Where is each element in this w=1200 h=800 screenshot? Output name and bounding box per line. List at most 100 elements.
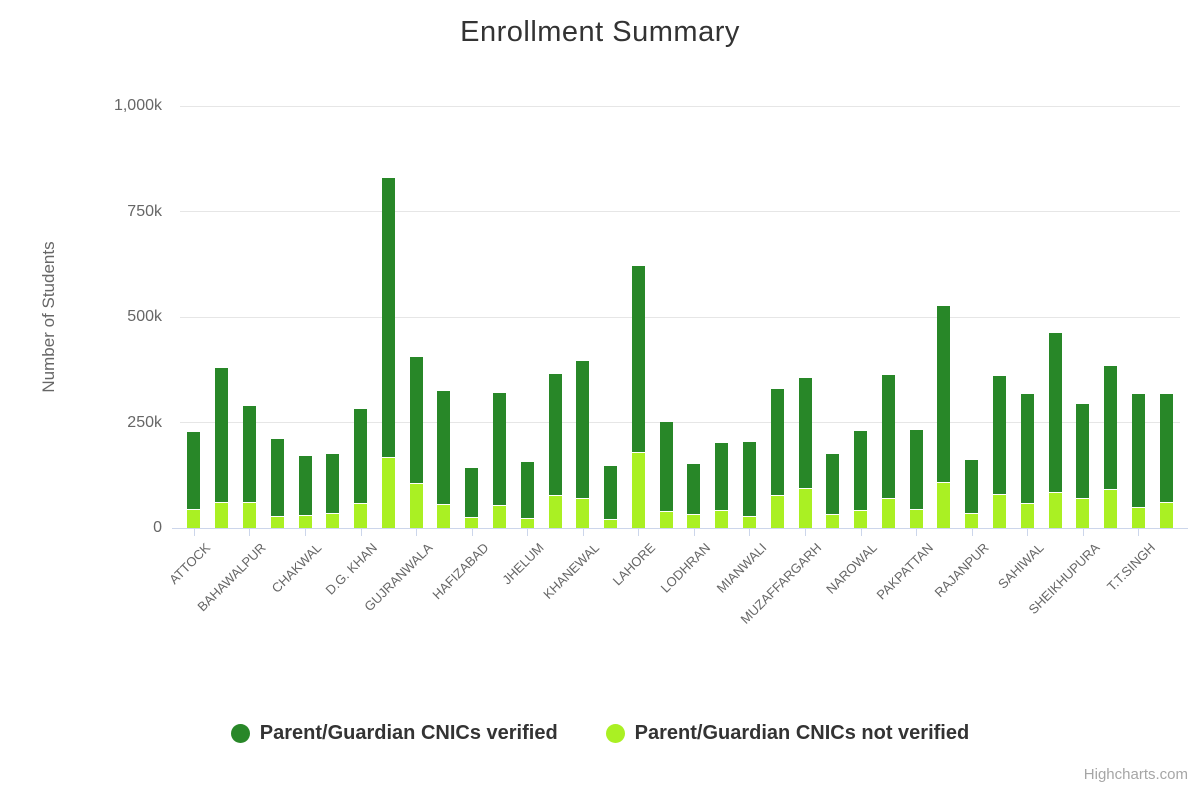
bar-segment-not-verified[interactable] <box>520 519 534 528</box>
y-axis-tick-label: 1,000k <box>113 97 162 114</box>
x-axis-tick <box>582 528 584 536</box>
bar-segment-not-verified[interactable] <box>770 496 784 528</box>
legend-item-not-verified[interactable]: Parent/Guardian CNICs not verified <box>605 722 970 745</box>
x-axis-label: RAJANPUR <box>931 540 992 601</box>
bar-segment-verified[interactable] <box>187 432 201 510</box>
bar-segment-verified[interactable] <box>770 389 784 496</box>
bar-segment-not-verified[interactable] <box>1131 508 1145 528</box>
bar-column <box>687 464 701 528</box>
bar-column <box>742 442 756 528</box>
bar-segment-verified[interactable] <box>826 454 840 515</box>
bar-segment-verified[interactable] <box>270 439 284 517</box>
bar-segment-not-verified[interactable] <box>437 505 451 528</box>
bar-segment-verified[interactable] <box>1076 404 1090 499</box>
bar-column <box>1131 394 1145 528</box>
bar-segment-not-verified[interactable] <box>798 489 812 528</box>
bar-segment-not-verified[interactable] <box>631 453 645 528</box>
bar-segment-not-verified[interactable] <box>298 516 312 528</box>
bar-segment-not-verified[interactable] <box>326 514 340 528</box>
bar-segment-verified[interactable] <box>854 431 868 511</box>
bar-segment-verified[interactable] <box>1104 366 1118 490</box>
bar-segment-verified[interactable] <box>631 266 645 453</box>
bar-segment-verified[interactable] <box>520 462 534 519</box>
bar-segment-verified[interactable] <box>409 357 423 484</box>
bar-segment-not-verified[interactable] <box>937 483 951 528</box>
bar-segment-not-verified[interactable] <box>992 495 1006 528</box>
bar-segment-verified[interactable] <box>437 391 451 505</box>
bar-segment-not-verified[interactable] <box>826 515 840 528</box>
bar-segment-verified[interactable] <box>909 430 923 510</box>
x-axis-tick <box>249 528 251 536</box>
legend-label-not-verified: Parent/Guardian CNICs not verified <box>634 722 970 744</box>
bar-segment-not-verified[interactable] <box>854 511 868 528</box>
bar-segment-not-verified[interactable] <box>715 511 729 528</box>
bar-segment-not-verified[interactable] <box>548 496 562 528</box>
bar-segment-verified[interactable] <box>992 376 1006 495</box>
bar-segment-not-verified[interactable] <box>215 503 229 528</box>
bar-segment-verified[interactable] <box>715 443 729 511</box>
bar-segment-not-verified[interactable] <box>465 518 479 528</box>
legend-item-verified[interactable]: Parent/Guardian CNICs verified <box>230 722 558 745</box>
bar-column <box>465 468 479 528</box>
bar-segment-verified[interactable] <box>576 361 590 499</box>
bar-column <box>1104 366 1118 528</box>
bar-column <box>437 391 451 528</box>
bar-segment-verified[interactable] <box>354 409 368 504</box>
bar-segment-verified[interactable] <box>1131 394 1145 508</box>
bar-segment-verified[interactable] <box>492 393 506 506</box>
x-axis-tick <box>693 528 695 536</box>
bar-segment-not-verified[interactable] <box>381 458 395 528</box>
x-axis-tick <box>916 528 918 536</box>
bar-segment-not-verified[interactable] <box>270 517 284 528</box>
bar-segment-not-verified[interactable] <box>242 503 256 528</box>
bar-segment-verified[interactable] <box>1020 394 1034 504</box>
bar-segment-verified[interactable] <box>298 456 312 516</box>
bar-segment-not-verified[interactable] <box>687 515 701 528</box>
bar-segment-verified[interactable] <box>1048 333 1062 493</box>
bar-segment-verified[interactable] <box>242 406 256 503</box>
bar-segment-not-verified[interactable] <box>409 484 423 528</box>
bar-segment-verified[interactable] <box>215 368 229 503</box>
x-axis-label: HAFIZABAD <box>429 540 492 603</box>
x-axis-label: ATTOCK <box>166 540 214 588</box>
bar-segment-verified[interactable] <box>659 422 673 512</box>
bar-segment-verified[interactable] <box>465 468 479 518</box>
bar-segment-not-verified[interactable] <box>576 499 590 528</box>
bar-segment-not-verified[interactable] <box>881 499 895 528</box>
bar-segment-verified[interactable] <box>1159 394 1173 503</box>
bar-column <box>215 368 229 528</box>
bar-segment-not-verified[interactable] <box>1048 493 1062 528</box>
bar-column <box>659 422 673 528</box>
bar-segment-not-verified[interactable] <box>965 514 979 528</box>
bar-segment-verified[interactable] <box>881 375 895 499</box>
bar-segment-verified[interactable] <box>326 454 340 514</box>
bar-segment-verified[interactable] <box>381 178 395 458</box>
bar-column <box>965 460 979 528</box>
bar-segment-not-verified[interactable] <box>1076 499 1090 528</box>
bar-segment-verified[interactable] <box>548 374 562 496</box>
bar-segment-not-verified[interactable] <box>1159 503 1173 528</box>
bar-segment-not-verified[interactable] <box>742 517 756 528</box>
bar-column <box>909 430 923 528</box>
bar-segment-not-verified[interactable] <box>492 506 506 528</box>
highcharts-credits-link[interactable]: Highcharts.com <box>1083 766 1188 783</box>
x-axis-tick <box>805 528 806 536</box>
plot-area <box>172 105 1188 536</box>
bar-segment-not-verified[interactable] <box>659 512 673 528</box>
bar-segment-verified[interactable] <box>937 306 951 483</box>
legend-label-verified: Parent/Guardian CNICs verified <box>259 722 558 744</box>
bar-segment-verified[interactable] <box>604 466 618 520</box>
bar-column <box>1159 394 1173 528</box>
bar-segment-not-verified[interactable] <box>1020 504 1034 528</box>
bar-segment-not-verified[interactable] <box>909 510 923 528</box>
bar-segment-not-verified[interactable] <box>604 520 618 528</box>
x-axis-line <box>172 528 1188 529</box>
bar-segment-verified[interactable] <box>798 378 812 489</box>
bar-segment-verified[interactable] <box>965 460 979 514</box>
bar-segment-not-verified[interactable] <box>187 510 201 528</box>
bar-segment-not-verified[interactable] <box>354 504 368 528</box>
bar-segment-not-verified[interactable] <box>1104 490 1118 528</box>
bar-segment-verified[interactable] <box>742 442 756 517</box>
bar-segment-verified[interactable] <box>687 464 701 515</box>
